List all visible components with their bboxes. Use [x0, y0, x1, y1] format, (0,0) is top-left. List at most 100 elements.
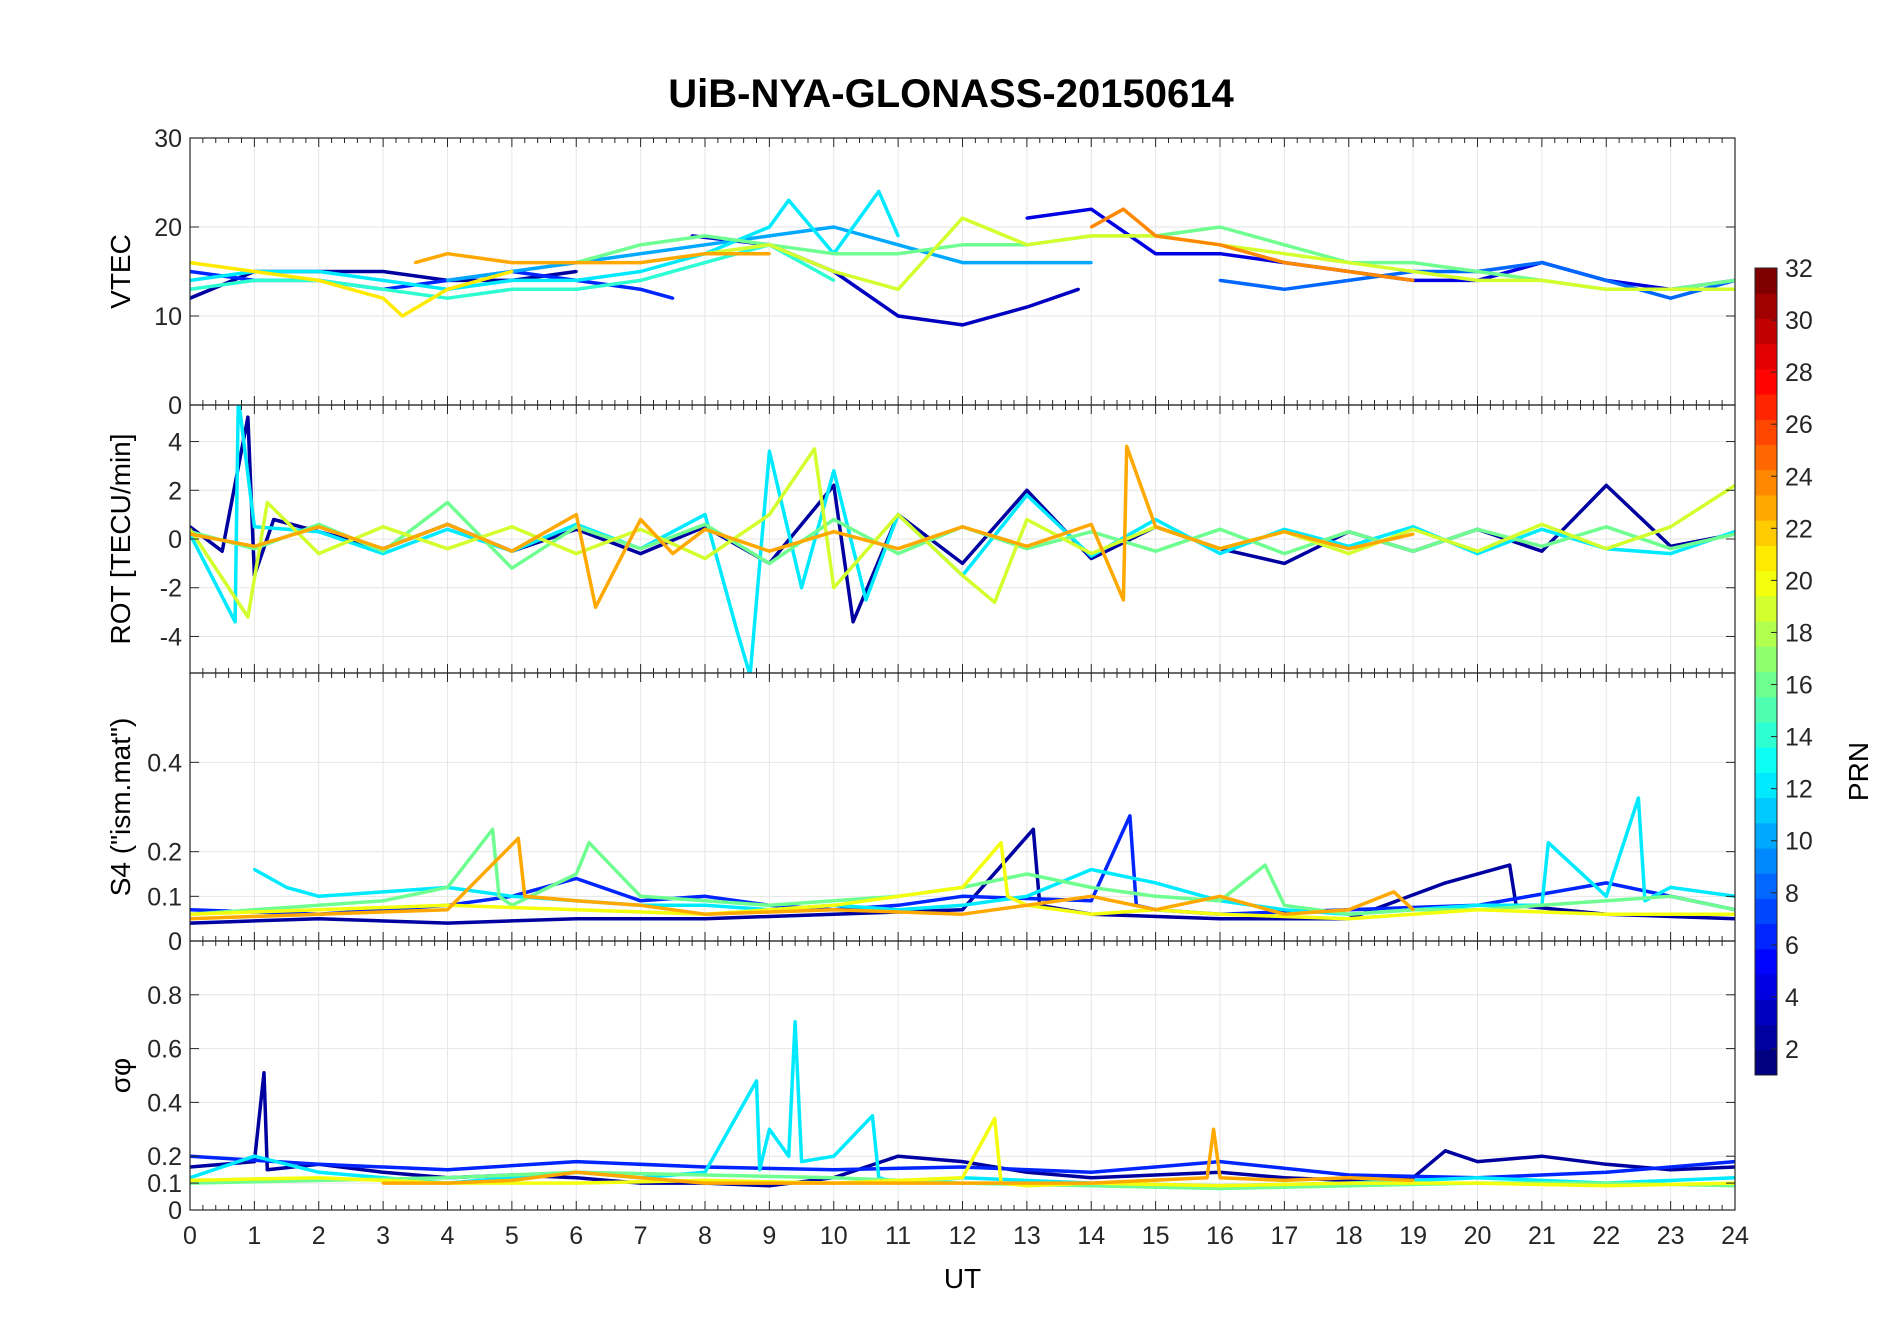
data-point: [1643, 899, 1647, 903]
data-point: [767, 225, 771, 229]
data-point: [1089, 530, 1093, 534]
data-point: [510, 549, 514, 553]
data-point: [252, 525, 256, 529]
data-point: [1604, 1170, 1608, 1174]
data-point: [639, 518, 643, 521]
data-point: [1089, 207, 1093, 211]
data-point: [800, 586, 804, 590]
data-point: [832, 1168, 836, 1172]
data-point: [510, 270, 514, 273]
data-point: [510, 525, 514, 529]
data-point: [317, 278, 321, 282]
data-point: [961, 216, 964, 220]
colorbar-segment: [1755, 368, 1777, 395]
data-point: [446, 1181, 449, 1185]
y-tick-label: 0.4: [147, 749, 182, 777]
data-point: [1218, 917, 1222, 921]
y-axis-label: VTEC: [105, 234, 136, 309]
data-point: [1089, 225, 1093, 229]
data-point: [896, 547, 900, 551]
colorbar-segment: [1755, 974, 1777, 1000]
data-point: [832, 586, 836, 590]
data-point: [639, 894, 643, 898]
colorbar-segment: [1755, 419, 1777, 446]
data-point: [1218, 894, 1222, 898]
data-point: [1347, 278, 1351, 282]
data-point: [1411, 1178, 1415, 1182]
data-point: [639, 903, 643, 907]
data-point: [1540, 1154, 1544, 1158]
y-axis-label: S4 ("ism.mat"): [105, 718, 136, 897]
data-point: [510, 287, 514, 291]
panel-4: 00.10.2 0.4 0.6 0.8 σφ: [105, 940, 1736, 1225]
data-point: [1347, 261, 1351, 265]
data-point: [703, 527, 707, 531]
data-point: [446, 1168, 449, 1172]
data-point: [1411, 270, 1415, 273]
data-point: [671, 296, 675, 300]
data-point: [961, 574, 964, 577]
data-point: [381, 899, 385, 903]
colorbar-segment: [1755, 873, 1777, 899]
data-point: [832, 530, 836, 534]
data-point: [787, 198, 791, 202]
x-tick-label: 2: [312, 1222, 326, 1250]
data-point: [1411, 549, 1415, 553]
data-point: [1025, 1170, 1029, 1174]
data-point: [317, 917, 321, 921]
x-tick-label: 4: [441, 1222, 455, 1250]
data-point: [1282, 908, 1286, 912]
data-point: [832, 1154, 836, 1158]
y-tick-label: 30: [154, 125, 182, 153]
data-point: [1282, 261, 1286, 265]
data-point: [446, 1176, 449, 1180]
data-point: [639, 287, 643, 291]
colorbar-segment: [1755, 948, 1777, 975]
data-point: [961, 243, 964, 247]
x-tick-label: 13: [1013, 1222, 1041, 1250]
colorbar-segment: [1755, 621, 1777, 647]
data-point: [1218, 1184, 1222, 1188]
y-tick-label: 0: [168, 928, 182, 956]
data-point: [381, 890, 385, 894]
data-point: [1604, 287, 1608, 291]
data-point: [1347, 552, 1351, 556]
y-tick-label: -4: [160, 623, 182, 651]
data-point: [381, 549, 385, 553]
data-point: [317, 894, 321, 898]
data-point: [961, 561, 964, 565]
data-point: [832, 908, 836, 912]
colorbar-segment: [1755, 268, 1777, 294]
y-tick-label: 4: [168, 429, 182, 457]
data-point: [639, 547, 643, 551]
data-point: [413, 261, 417, 265]
data-point: [1025, 216, 1029, 220]
data-point: [767, 234, 771, 238]
colorbar-tick-label: 30: [1785, 307, 1813, 335]
data-point: [381, 1170, 385, 1174]
colorbar-segment: [1755, 545, 1777, 572]
colorbar-segment: [1755, 646, 1777, 672]
data-point: [961, 1181, 964, 1185]
data-point: [1282, 243, 1286, 247]
colorbar-segment: [1755, 696, 1777, 723]
data-point: [1282, 252, 1286, 256]
data-point: [1218, 278, 1222, 282]
data-point: [317, 908, 321, 912]
data-point: [1443, 881, 1447, 885]
colorbar-tick-label: 14: [1785, 724, 1813, 752]
colorbar-tick-label: 2: [1785, 1036, 1799, 1064]
colorbar-tick-label: 12: [1785, 776, 1813, 804]
data-point: [896, 287, 900, 291]
data-point: [381, 525, 385, 529]
data-point: [1604, 483, 1608, 487]
data-point: [381, 1181, 385, 1185]
data-point: [574, 1181, 578, 1185]
data-point: [767, 252, 771, 256]
y-tick-label: 0.1: [147, 1170, 182, 1198]
data-point: [1218, 552, 1222, 556]
data-point: [1218, 912, 1222, 916]
series-line-prn-2: [190, 1071, 1735, 1188]
colorbar-tick-label: 22: [1785, 515, 1813, 543]
data-point: [1121, 598, 1125, 602]
